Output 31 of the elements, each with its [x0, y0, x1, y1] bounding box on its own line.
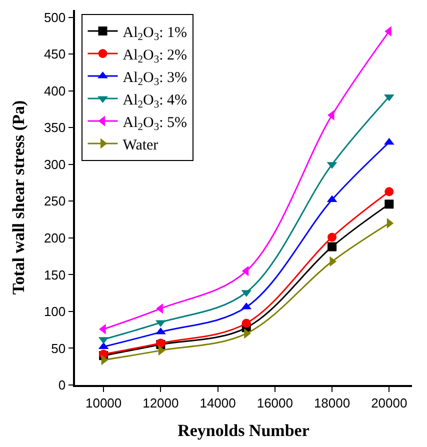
- y-tick-label: 100: [44, 304, 66, 320]
- point: [384, 200, 394, 209]
- point: [384, 187, 394, 196]
- legend-label: Al$_{2}$O$_{3}$: 1%: [122, 24, 188, 43]
- y-tick-label: 200: [44, 230, 66, 246]
- y-tick-label: 0: [58, 378, 66, 393]
- legend-label: Water: [122, 137, 158, 154]
- y-tick-label: 500: [44, 10, 66, 25]
- y-tick-label: 150: [44, 267, 66, 282]
- x-tick-label: 18000: [314, 395, 350, 410]
- x-tick-label: 16000: [256, 395, 293, 410]
- point: [328, 242, 337, 252]
- x-tick-label: 20000: [371, 395, 408, 410]
- legend-label: Al$_{2}$O$_{3}$: 5%: [122, 114, 188, 133]
- y-tick-label: 400: [44, 83, 66, 98]
- point: [386, 218, 394, 228]
- x-axis-title: Reynolds Number: [178, 421, 310, 440]
- y-tick-label: 50: [51, 340, 66, 356]
- x-tick-label: 10000: [85, 395, 122, 410]
- legend-label: Al$_{2}$O$_{3}$: 3%: [122, 70, 188, 88]
- legend-label: Al$_{2}$O$_{3}$: 2%: [122, 47, 188, 66]
- y-tick-label: 300: [44, 156, 66, 172]
- x-tick-label: 14000: [200, 395, 236, 410]
- x-tick-label: 12000: [142, 395, 179, 410]
- y-tick-label: 350: [44, 120, 66, 136]
- point: [328, 232, 337, 242]
- y-tick-label: 450: [44, 46, 66, 62]
- y-tick-label: 250: [44, 194, 66, 209]
- point: [242, 318, 251, 328]
- legend-label: Al$_{2}$O$_{3}$: 4%: [122, 92, 188, 110]
- y-axis-title: Total wall shear stress (Pa): [8, 100, 28, 295]
